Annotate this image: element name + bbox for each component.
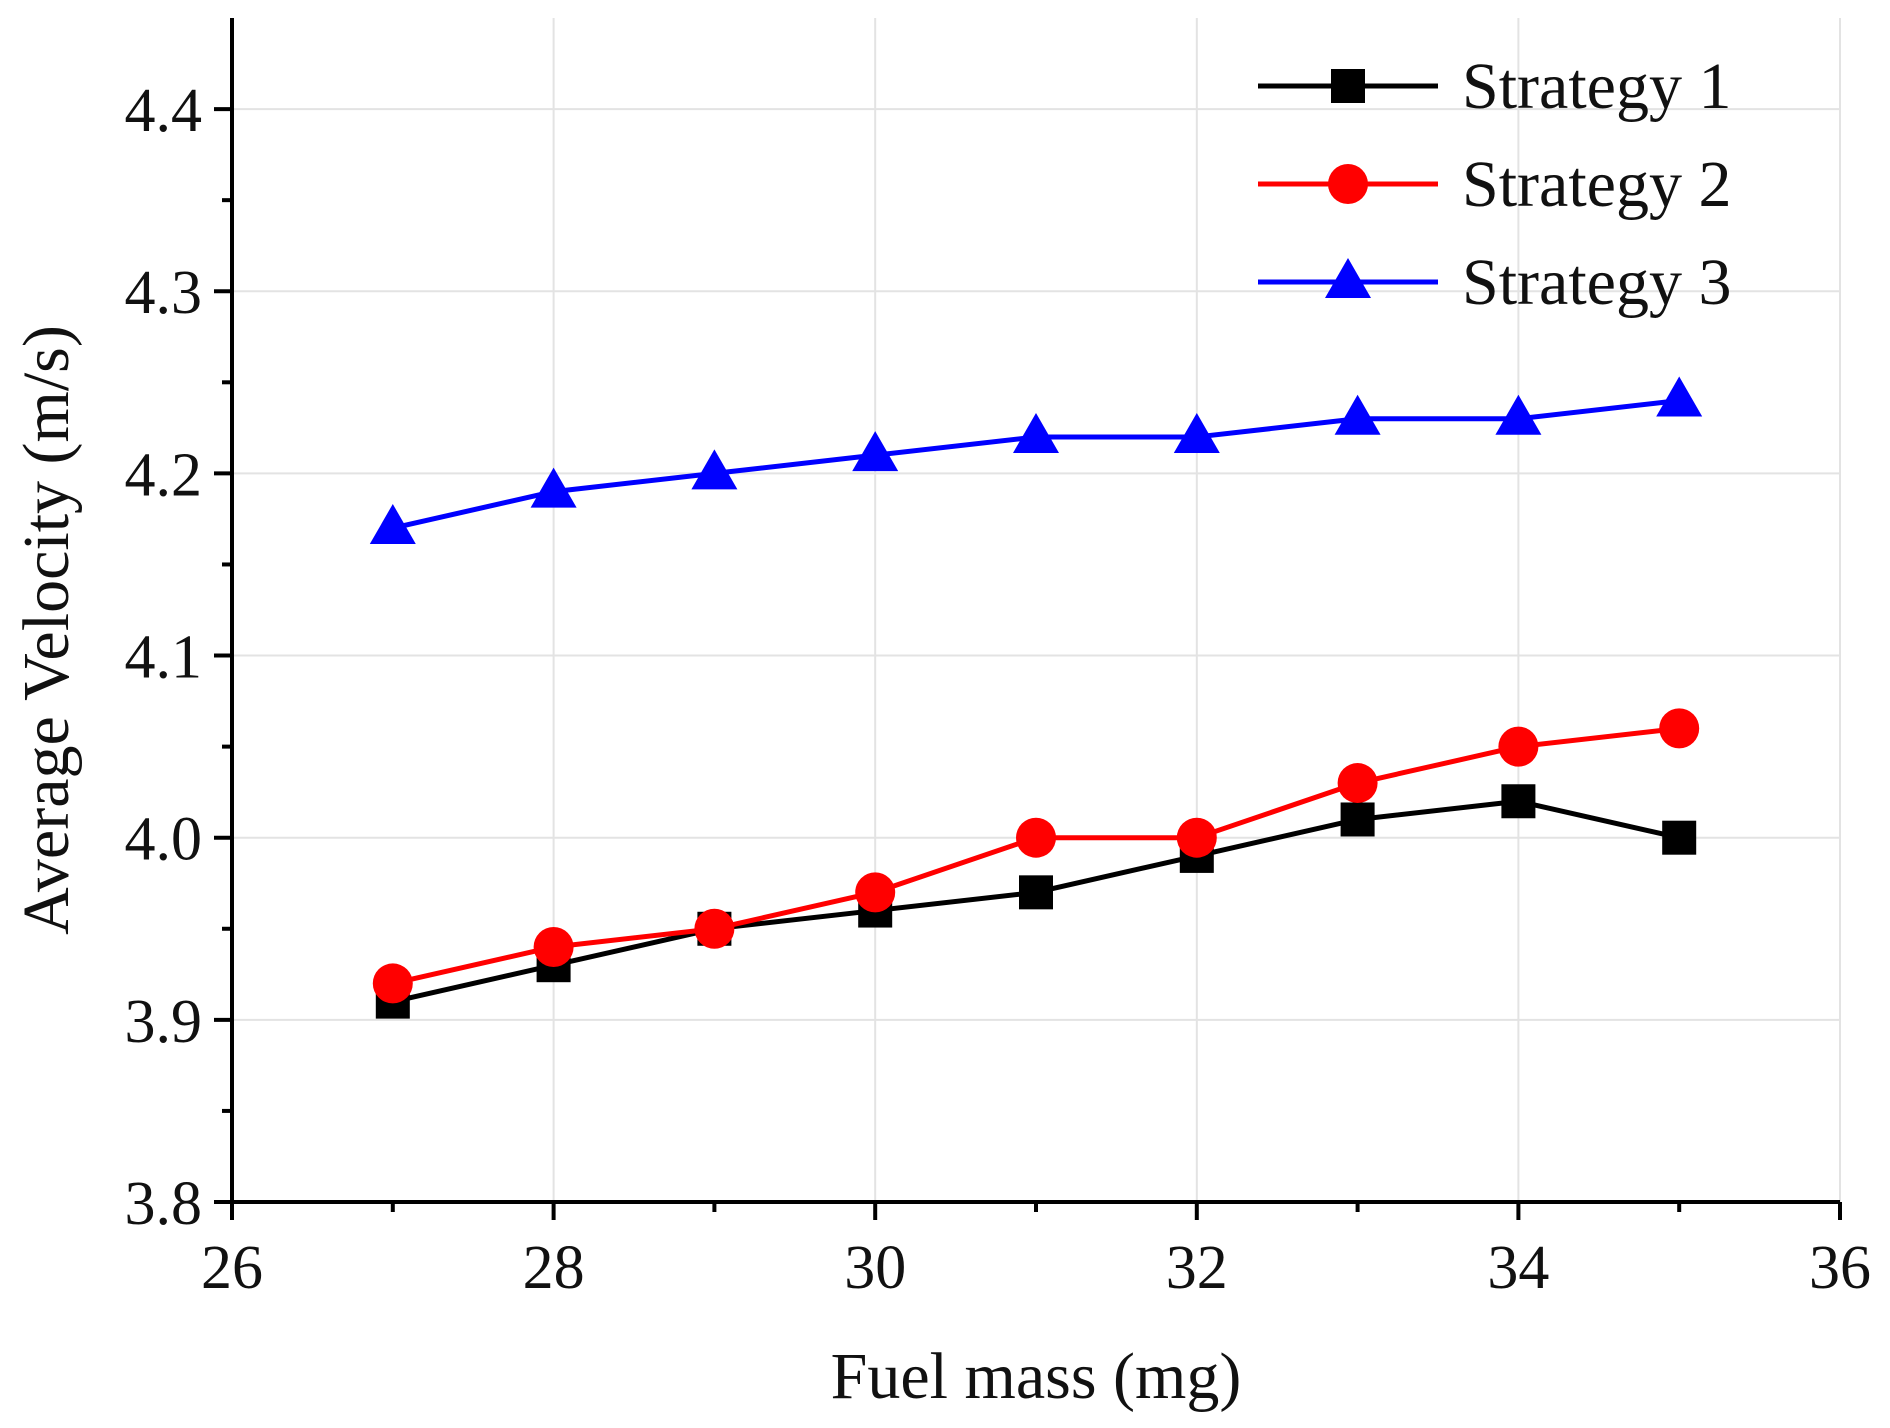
x-tick-label: 28 bbox=[523, 1234, 585, 1302]
y-tick-label: 4.1 bbox=[125, 624, 203, 692]
y-tick-label: 3.9 bbox=[125, 988, 203, 1056]
legend-marker bbox=[1328, 164, 1368, 204]
x-tick-label: 30 bbox=[844, 1234, 906, 1302]
data-point bbox=[1495, 394, 1542, 435]
data-point bbox=[1013, 412, 1059, 453]
data-point bbox=[694, 908, 735, 949]
data-point bbox=[1337, 763, 1378, 804]
x-tick-label: 32 bbox=[1166, 1234, 1228, 1302]
data-point bbox=[1662, 820, 1697, 855]
series-strategy-2 bbox=[372, 708, 1700, 1004]
data-point bbox=[533, 926, 574, 967]
data-point bbox=[1498, 726, 1539, 767]
data-point bbox=[1334, 394, 1381, 435]
data-point bbox=[530, 467, 577, 508]
data-point bbox=[1656, 376, 1703, 417]
data-point bbox=[1659, 708, 1700, 749]
data-point bbox=[1016, 817, 1056, 858]
data-point bbox=[1019, 875, 1053, 910]
tick-labels: 26 28 30 32 34 36 3.8 3.9 4.0 4.1 4.2 4.3 4.4 bbox=[125, 77, 1872, 1302]
legend-marker bbox=[1325, 258, 1371, 298]
axes bbox=[214, 18, 1842, 1220]
x-tick-label: 26 bbox=[201, 1234, 263, 1302]
data-point bbox=[852, 431, 899, 472]
data-series bbox=[369, 376, 1703, 1019]
data-point bbox=[372, 963, 413, 1004]
x-tick-label: 36 bbox=[1809, 1234, 1871, 1302]
data-point bbox=[1340, 802, 1375, 837]
y-tick-label: 4.4 bbox=[125, 77, 203, 145]
legend-marker bbox=[1331, 69, 1365, 103]
data-point bbox=[855, 872, 896, 913]
x-tick-label: 34 bbox=[1487, 1234, 1549, 1302]
series-strategy-3 bbox=[369, 376, 1703, 545]
legend-label: Strategy 1 bbox=[1462, 50, 1731, 123]
data-point bbox=[369, 504, 416, 545]
legend-label: Strategy 3 bbox=[1462, 246, 1731, 319]
legend-item: Strategy 1 bbox=[1258, 50, 1731, 123]
legend: Strategy 1 Strategy 2 Strategy 3 bbox=[1258, 50, 1731, 319]
y-tick-label: 3.8 bbox=[125, 1170, 203, 1238]
y-tick-label: 4.0 bbox=[125, 806, 203, 874]
y-tick-label: 4.2 bbox=[125, 441, 203, 509]
legend-item: Strategy 3 bbox=[1258, 246, 1731, 319]
data-point bbox=[1173, 412, 1220, 453]
legend-item: Strategy 2 bbox=[1258, 148, 1731, 221]
grid-lines bbox=[232, 18, 1841, 1202]
legend-label: Strategy 2 bbox=[1462, 148, 1731, 221]
data-point bbox=[1176, 817, 1217, 858]
y-tick-label: 4.3 bbox=[125, 259, 203, 327]
x-axis-title: Fuel mass (mg) bbox=[831, 1340, 1242, 1413]
data-point bbox=[1501, 784, 1536, 819]
y-axis-title: Average Velocity (m/s) bbox=[10, 325, 83, 935]
data-point bbox=[691, 449, 738, 490]
